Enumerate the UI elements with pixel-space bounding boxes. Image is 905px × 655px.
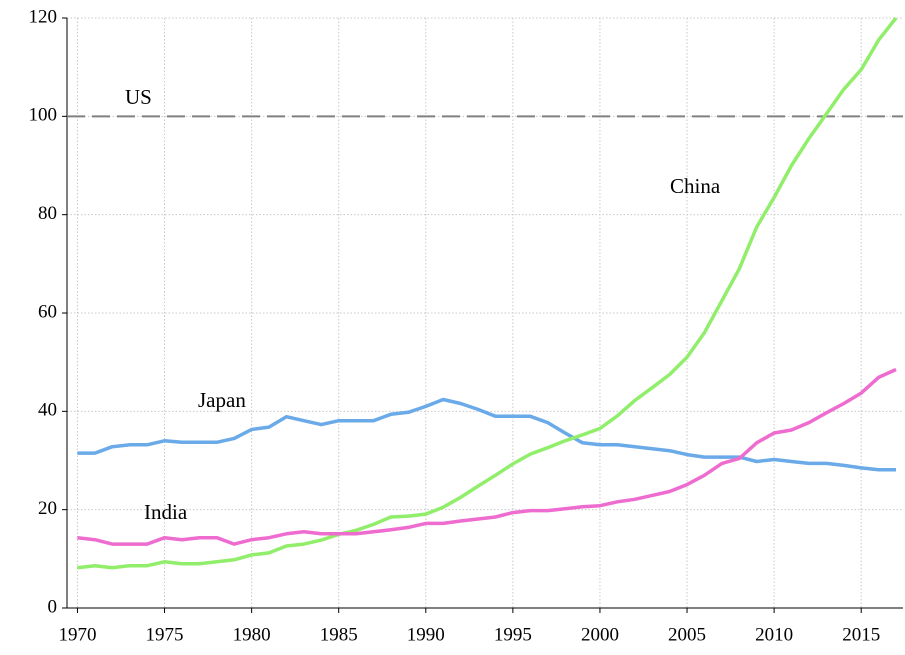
series-label: India [144, 500, 188, 524]
y-tick-label: 120 [29, 6, 58, 27]
x-tick-label: 1990 [407, 624, 445, 645]
x-tick-label: 2010 [755, 624, 793, 645]
series-label: China [670, 174, 721, 198]
series-line [77, 397, 896, 472]
series-line [77, 367, 897, 546]
x-tick-label: 1985 [320, 624, 358, 645]
x-tick-label: 1975 [146, 624, 184, 645]
x-tick-label: 1980 [233, 624, 271, 645]
series-line [77, 16, 898, 570]
reference-label: US [125, 85, 152, 109]
x-tick-label: 1995 [494, 624, 532, 645]
y-tick-label: 80 [38, 203, 57, 224]
y-tick-label: 0 [48, 596, 58, 617]
series-label: Japan [198, 388, 246, 412]
y-tick-label: 20 [38, 498, 57, 519]
x-tick-label: 2005 [668, 624, 706, 645]
y-tick-label: 40 [38, 400, 57, 421]
y-tick-label: 60 [38, 301, 57, 322]
x-tick-label: 1970 [58, 624, 96, 645]
x-tick-label: 2000 [581, 624, 619, 645]
y-tick-label: 100 [29, 105, 58, 126]
x-tick-label: 2015 [842, 624, 880, 645]
